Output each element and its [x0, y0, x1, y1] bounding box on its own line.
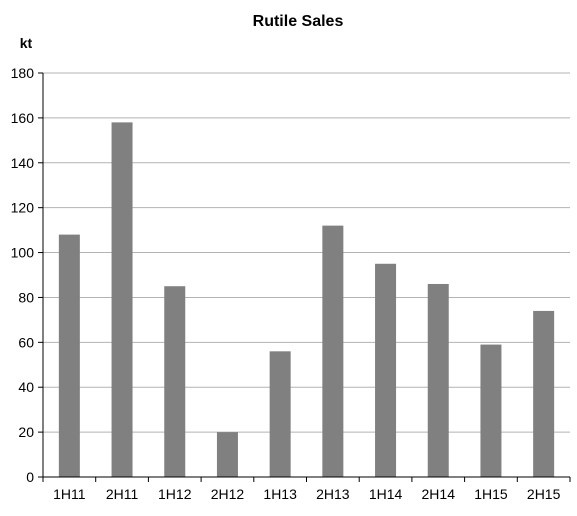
y-tick-label: 0	[26, 469, 34, 485]
y-axis-unit-label: kt	[20, 35, 33, 51]
y-tick-label: 160	[11, 110, 35, 126]
bar-2h12	[216, 432, 238, 477]
y-tick-label: 100	[11, 245, 35, 261]
y-tick-label: 80	[18, 289, 34, 305]
x-tick-label: 2H11	[106, 486, 139, 502]
y-tick-label: 180	[11, 65, 35, 81]
y-tick-label: 40	[18, 379, 34, 395]
axes	[38, 72, 571, 482]
bar-2h13	[322, 225, 344, 477]
x-tick-label: 2H14	[422, 486, 456, 502]
bars	[58, 122, 555, 477]
bar-1h12	[164, 286, 186, 477]
bar-1h13	[269, 351, 291, 477]
x-tick-label: 1H13	[263, 486, 297, 502]
bar-1h14	[375, 263, 397, 477]
chart-title: Rutile Sales	[253, 13, 344, 30]
x-axis-tick-labels: 1H11 2H11 1H12 2H12 1H13 2H13 1H14 2H14 1H15 2H15	[53, 486, 560, 502]
y-axis-tick-labels: 0 20 40 60 80 100 120 140 160 180	[11, 65, 35, 485]
x-tick-label: 1H12	[158, 486, 192, 502]
y-tick-label: 60	[18, 334, 34, 350]
y-tick-label: 140	[11, 155, 35, 171]
x-tick-label: 1H15	[474, 486, 508, 502]
x-tick-label: 1H11	[53, 486, 86, 502]
x-tick-label: 2H15	[527, 486, 561, 502]
x-tick-label: 2H13	[316, 486, 350, 502]
x-tick-label: 2H12	[211, 486, 245, 502]
bar-2h11	[111, 122, 133, 477]
y-tick-label: 20	[18, 424, 34, 440]
x-tick-label: 1H14	[369, 486, 403, 502]
y-tick-label: 120	[11, 200, 35, 216]
bar-2h14	[427, 283, 449, 477]
bar-2h15	[533, 310, 555, 477]
bar-1h15	[480, 344, 502, 477]
bar-1h11	[58, 234, 80, 477]
